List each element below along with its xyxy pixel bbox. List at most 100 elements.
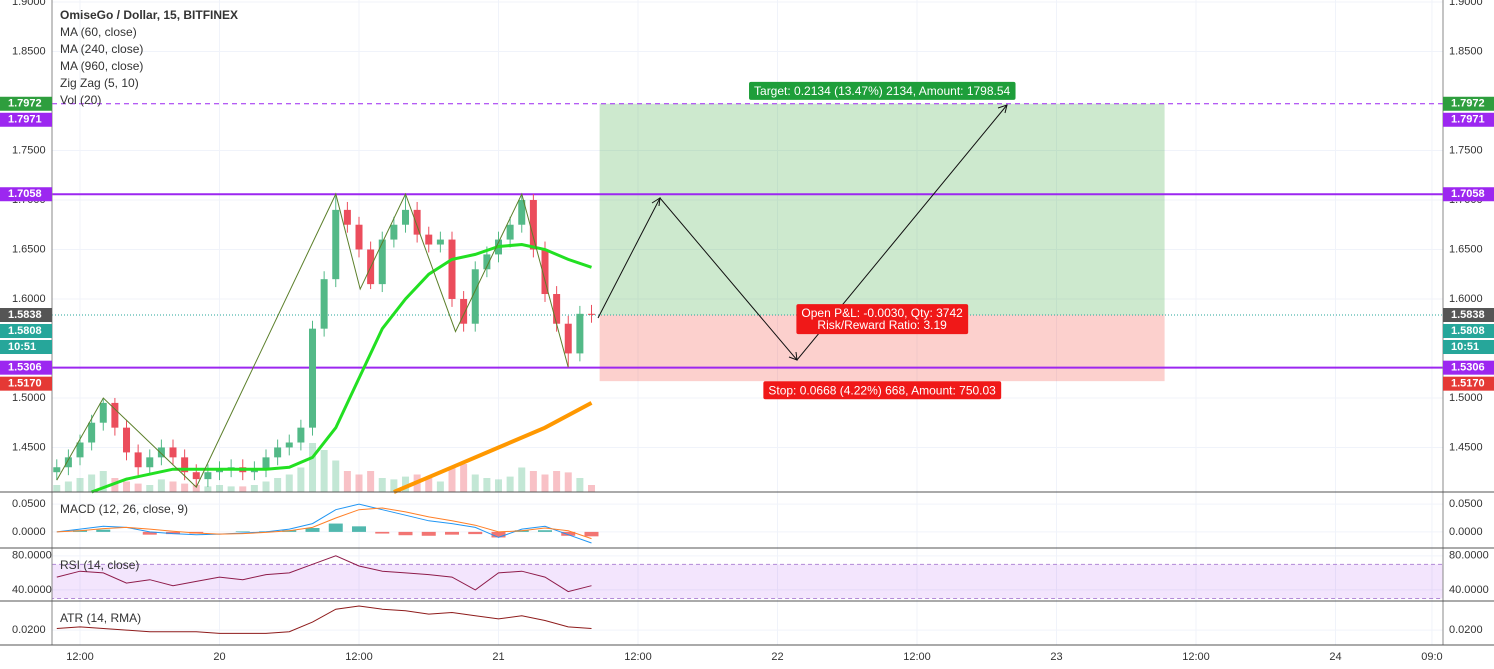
volume-bar <box>64 481 72 492</box>
volume-bar <box>495 479 503 492</box>
macd-histogram-bar <box>398 531 413 536</box>
candle-body <box>390 224 398 240</box>
candle-body <box>274 447 282 458</box>
price-label: 1.7971 <box>1451 114 1485 126</box>
y-tick-label: 0.0500 <box>12 498 46 510</box>
candle-body <box>541 249 549 295</box>
moving-average <box>393 401 593 494</box>
zigzag <box>56 192 569 488</box>
macd-histogram-bar <box>166 531 181 535</box>
price-label: 1.7058 <box>1451 188 1485 200</box>
y-tick-label: 0.0200 <box>12 624 46 636</box>
macd-histogram-bar <box>537 530 552 532</box>
candle-body <box>320 279 328 329</box>
candle-body <box>402 209 410 225</box>
candle-body <box>518 199 526 225</box>
candle-body <box>262 457 270 470</box>
volume-bar <box>146 485 154 492</box>
volume-bar <box>285 474 293 492</box>
candle-body <box>413 209 421 235</box>
price-label: 1.7971 <box>8 114 42 126</box>
candle-body <box>285 442 293 448</box>
y-tick-label: 1.9000 <box>1449 0 1483 8</box>
indicator-line <box>56 503 592 544</box>
indicator-line <box>56 555 592 593</box>
volume-bar <box>169 481 177 492</box>
y-tick-label: 1.9000 <box>12 0 46 8</box>
price-label: 1.5838 <box>1451 309 1485 321</box>
rsi-band <box>51 563 1444 599</box>
legend: OmiseGo / Dollar, 15, BITFINEX MA (60, c… <box>60 8 238 625</box>
stop-label-bg <box>763 381 1002 400</box>
volume-bar <box>227 486 235 492</box>
volume-bar <box>53 485 61 492</box>
volume-bar <box>471 474 479 492</box>
volume-bar <box>367 471 375 492</box>
macd-histogram-bar <box>96 529 111 532</box>
candle-body <box>157 447 165 458</box>
y-tick-label: 1.6500 <box>12 243 46 255</box>
candle-body <box>355 224 363 250</box>
volume-bar <box>216 485 224 492</box>
candle-body <box>192 472 200 480</box>
y-tick-label: 1.6500 <box>1449 243 1483 255</box>
price-label-bg <box>0 308 52 323</box>
y-tick-label: 1.5000 <box>12 392 46 404</box>
volume-bar <box>320 450 328 492</box>
macd-histogram-bar <box>491 531 506 538</box>
x-tick-label: 12:00 <box>903 651 931 663</box>
volume-bar <box>448 467 456 492</box>
x-tick-label: 23 <box>1050 651 1062 663</box>
candle-body <box>506 224 514 240</box>
y-tick-label: 1.8500 <box>1449 45 1483 57</box>
price-label: 1.7972 <box>8 98 42 110</box>
volume-bar <box>99 471 107 492</box>
candle-body <box>483 254 491 270</box>
candle-body <box>553 294 561 324</box>
y-tick-label: 1.6000 <box>12 293 46 305</box>
candle-body <box>216 469 224 473</box>
pnl-bg <box>796 304 969 335</box>
price-label-bg <box>1443 324 1494 339</box>
candle-body <box>76 442 84 458</box>
volume-bar <box>576 478 584 492</box>
x-tick-label: 12:00 <box>345 651 373 663</box>
y-tick-label: 40.0000 <box>1449 584 1489 596</box>
candle-body <box>204 472 212 480</box>
candle-body <box>587 313 595 315</box>
macd-histogram-bar <box>445 531 460 535</box>
x-tick-label: 24 <box>1329 651 1341 663</box>
candle-body <box>343 209 351 225</box>
y-tick-label: 0.0200 <box>1449 624 1483 636</box>
target-zone <box>599 103 1165 316</box>
volume-bar <box>76 478 84 492</box>
price-label-bg <box>1443 187 1494 202</box>
candle-body <box>53 467 61 473</box>
candle-body <box>460 298 468 324</box>
y-tick-label: 1.7500 <box>12 144 46 156</box>
candle-body <box>309 328 317 428</box>
x-tick-label: 21 <box>492 651 504 663</box>
moving-average <box>91 242 592 494</box>
price-label: 1.5306 <box>8 362 42 374</box>
x-tick-label: 12:00 <box>66 651 94 663</box>
target-label-text: Target: 0.2134 (13.47%) 2134, Amount: 17… <box>754 84 1011 98</box>
ratio-text: Risk/Reward Ratio: 3.19 <box>817 318 947 332</box>
price-label-bg <box>0 324 52 339</box>
volume-bar <box>553 471 561 492</box>
price-label: 1.7058 <box>8 188 42 200</box>
indicator-line <box>56 605 592 634</box>
indicator-label: Zig Zag (5, 10) <box>60 76 139 90</box>
volume-bar <box>88 474 96 492</box>
stop-label-text: Stop: 0.0668 (4.22%) 668, Amount: 750.03 <box>768 383 996 397</box>
x-tick-label: 20 <box>213 651 225 663</box>
macd-histogram-bar <box>421 531 436 536</box>
y-tick-label: 1.4500 <box>12 441 46 453</box>
candle-body <box>64 457 72 468</box>
candle-body <box>425 234 433 245</box>
price-label-bg <box>1443 112 1494 127</box>
macd-histogram-bar <box>328 523 343 532</box>
candle-body <box>88 422 96 443</box>
